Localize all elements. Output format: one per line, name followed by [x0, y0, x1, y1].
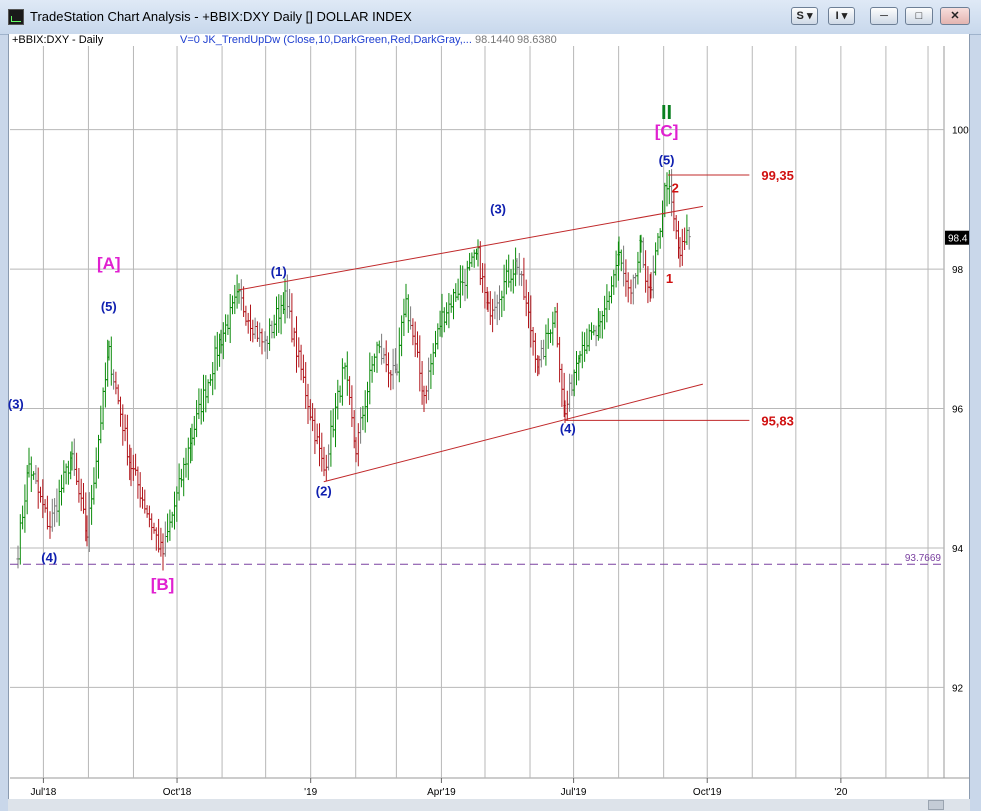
x-tick-label: Oct'18 — [163, 787, 192, 798]
wave-label: (3) — [490, 201, 506, 216]
x-tick-label: '19 — [304, 787, 317, 798]
x-tick-label: Oct'19 — [693, 787, 722, 798]
indicator-value-2: 98.6380 — [517, 34, 557, 46]
wave-label: [A] — [97, 254, 121, 273]
horizontal-scrollbar[interactable] — [8, 799, 970, 811]
i-menu-button[interactable]: I ▾ — [828, 7, 855, 25]
y-tick-label: 96 — [952, 405, 964, 416]
wave-label: II — [661, 102, 672, 124]
minimize-button[interactable]: ─ — [870, 7, 898, 25]
chart-app-icon — [8, 9, 24, 25]
indicator-label: V=0 JK_TrendUpDw (Close,10,DarkGreen,Red… — [180, 34, 472, 46]
close-icon: ✕ — [950, 10, 960, 22]
channel-line — [323, 383, 703, 483]
wave-label: (5) — [659, 153, 675, 168]
x-tick-label: Jul'18 — [30, 787, 56, 798]
x-tick-label: '20 — [834, 787, 847, 798]
wave-label: 2 — [672, 180, 679, 195]
chevron-down-icon: ▾ — [841, 10, 848, 22]
wave-label: (1) — [271, 264, 287, 279]
s-button-label: S — [796, 10, 804, 22]
price-level-label: 95,83 — [761, 413, 794, 428]
wave-label: [C] — [655, 122, 679, 141]
price-bar — [687, 226, 691, 250]
maximize-icon: □ — [915, 10, 923, 22]
s-menu-button[interactable]: S ▾ — [791, 7, 818, 25]
last-price-box — [945, 230, 969, 245]
plot-background — [10, 46, 944, 778]
close-button[interactable]: ✕ — [940, 7, 970, 25]
wave-label: 1 — [666, 271, 673, 286]
title-bar: TradeStation Chart Analysis - +BBIX:DXY … — [0, 0, 981, 35]
dashed-level-label: 93.7669 — [905, 553, 942, 564]
indicator-value-1: 98.1440 — [475, 34, 515, 46]
window-title: TradeStation Chart Analysis - +BBIX:DXY … — [30, 9, 412, 24]
wave-label: (2) — [316, 484, 332, 499]
x-tick-label: Jul'19 — [561, 787, 587, 798]
wave-label: (4) — [560, 421, 576, 436]
x-tick-label: Apr'19 — [427, 787, 456, 798]
maximize-button[interactable]: □ — [905, 7, 933, 25]
scrollbar-thumb[interactable] — [928, 800, 944, 810]
price-bar — [260, 328, 264, 355]
y-tick-label: 100 — [952, 126, 969, 137]
y-tick-label: 92 — [952, 683, 964, 694]
i-button-label: I — [835, 10, 839, 22]
last-price-label: 98.4 — [948, 234, 968, 245]
wave-label: (4) — [41, 550, 57, 565]
symbol-label: +BBIX:DXY - Daily — [12, 34, 104, 46]
minimize-icon: ─ — [880, 10, 888, 22]
chevron-down-icon: ▾ — [806, 10, 813, 22]
y-tick-label: 98 — [952, 265, 964, 276]
y-tick-label: 94 — [952, 544, 964, 555]
wave-label: (3) — [8, 397, 24, 412]
wave-label: [B] — [151, 575, 175, 594]
channel-line — [237, 205, 703, 291]
price-level-label: 99,35 — [761, 168, 794, 183]
wave-label: (5) — [101, 299, 117, 314]
